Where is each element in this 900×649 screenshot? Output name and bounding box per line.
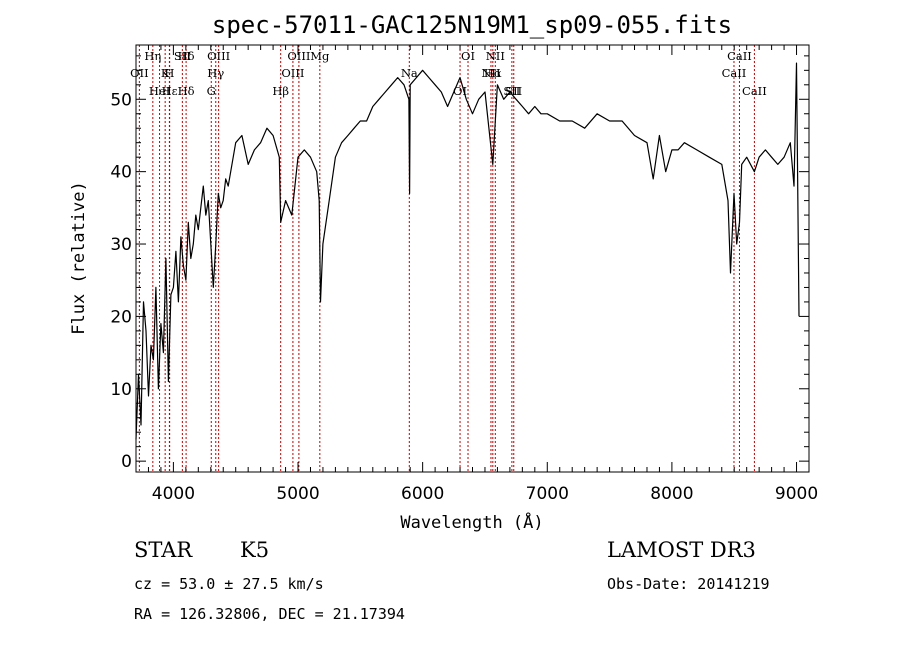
y-tick-label: 0 <box>121 452 132 472</box>
survey-name: LAMOST DR3 <box>607 538 756 562</box>
x-tick-label: 8000 <box>650 484 693 504</box>
axis-ticks: 4000 5000 6000 7000 8000 9000 0 10 20 30 40 50 <box>110 45 818 504</box>
line-label: Na <box>401 66 418 80</box>
y-tick-label: 20 <box>110 307 132 327</box>
line-label: Hδ <box>178 84 195 98</box>
line-label: OII <box>130 66 149 80</box>
line-label: OIII <box>287 49 310 63</box>
redshift-velocity: cz = 53.0 ± 27.5 km/s <box>134 575 324 593</box>
x-tick-label: 6000 <box>401 484 444 504</box>
line-label: HeI <box>149 84 170 98</box>
object-subclass: K5 <box>240 538 270 562</box>
y-tick-label: 50 <box>110 90 132 110</box>
line-label: Hγ <box>207 66 224 80</box>
line-label: OIII <box>207 49 230 63</box>
line-label: SII <box>174 49 191 63</box>
line-label: Hβ <box>272 84 289 98</box>
line-label: OIII <box>281 66 304 80</box>
chart-title: spec-57011-GAC125N19M1_sp09-055.fits <box>212 11 732 39</box>
line-label: H <box>164 66 174 80</box>
line-markers <box>138 45 755 472</box>
line-label: NII <box>481 66 500 80</box>
x-tick-label: 9000 <box>775 484 818 504</box>
line-label: Hε <box>162 84 178 98</box>
x-axis-label: Wavelength (Å) <box>400 511 543 533</box>
line-label: G <box>207 84 216 98</box>
x-tick-label: 4000 <box>152 484 195 504</box>
spectrum-line <box>135 62 800 440</box>
x-tick-label: 7000 <box>526 484 569 504</box>
y-tick-label: 40 <box>110 163 132 183</box>
line-label: OI <box>461 49 475 63</box>
coordinates: RA = 126.32806, DEC = 21.17394 <box>134 605 405 623</box>
line-label: Mg <box>310 49 330 63</box>
plot-frame <box>135 44 810 473</box>
y-tick-label: 30 <box>110 235 132 255</box>
object-class: STAR <box>134 538 193 562</box>
y-tick-label: 10 <box>110 380 132 400</box>
line-label: CaII <box>722 66 747 80</box>
line-label: SII <box>505 84 522 98</box>
x-tick-label: 5000 <box>276 484 319 504</box>
spectrum-series <box>135 62 800 440</box>
line-label: NII <box>486 49 505 63</box>
line-label: Hη <box>144 49 161 63</box>
line-label: CaII <box>742 84 767 98</box>
line-label: Hα <box>484 66 502 80</box>
y-axis-label: Flux (relative) <box>69 181 89 335</box>
observation-date: Obs-Date: 20141219 <box>607 575 770 593</box>
line-label: Hδ <box>178 49 195 63</box>
line-label: OI <box>453 84 467 98</box>
line-label: CaII <box>727 49 752 63</box>
line-label: K <box>161 66 170 80</box>
